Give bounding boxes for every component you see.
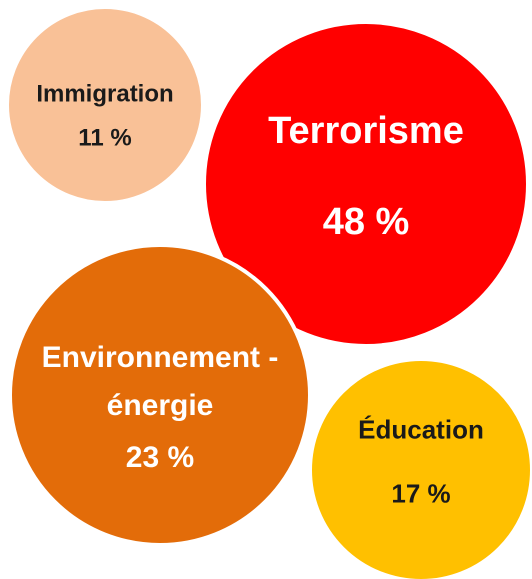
value-label: 48 % <box>322 201 410 243</box>
bubble <box>8 243 312 547</box>
category-label: Immigration <box>36 80 174 108</box>
bubble-label: Environnement - énergie 23 % <box>35 334 285 482</box>
bubble-label: Immigration 11 % <box>5 76 205 159</box>
value-label: 17 % <box>391 478 451 508</box>
bubble <box>308 357 532 579</box>
bubble-label: Éducation 17 % <box>321 409 521 514</box>
category-label: Terrorisme <box>268 110 464 153</box>
value-label: 11 % <box>78 125 132 152</box>
bubble-label: Terrorisme 48 % <box>226 101 506 253</box>
category-label: Environnement - énergie <box>41 341 279 422</box>
value-label: 23 % <box>125 441 195 474</box>
category-label: Éducation <box>358 414 484 445</box>
bubble <box>5 5 205 205</box>
